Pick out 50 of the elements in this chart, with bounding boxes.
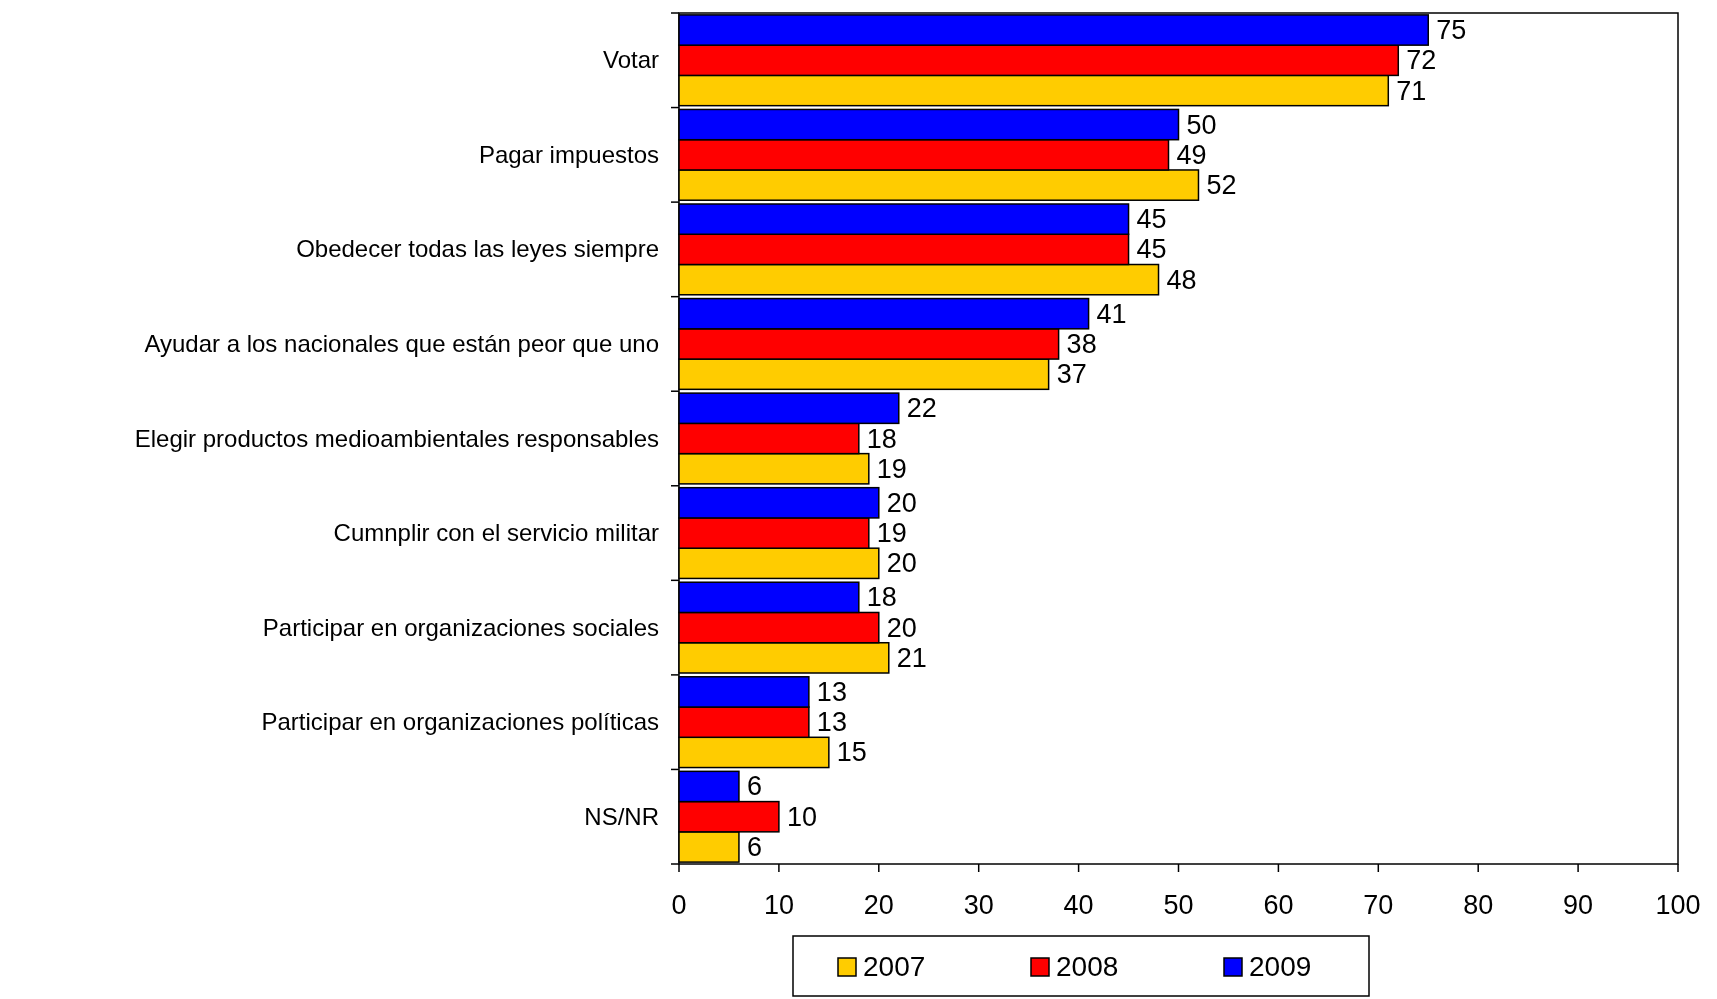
y-tick-label: Ayudar a los nacionales que están peor que uno <box>144 329 659 357</box>
y-tick-label: Obedecer todas las leyes siempre <box>296 235 659 263</box>
data-label: 15 <box>836 737 867 768</box>
data-label: 19 <box>876 518 907 549</box>
data-label: 18 <box>866 582 897 613</box>
x-tick-label: 80 <box>1463 890 1494 920</box>
data-label: 48 <box>1166 264 1197 295</box>
y-tick-label: NS/NR <box>584 802 659 830</box>
y-tick-label: Participar en organizaciones políticas <box>261 708 659 736</box>
data-label: 10 <box>786 801 817 832</box>
data-label: 6 <box>746 771 762 802</box>
x-tick-label: 50 <box>1163 890 1194 920</box>
data-label: 20 <box>886 612 917 643</box>
x-tick-label: 40 <box>1063 890 1094 920</box>
data-label: 72 <box>1406 45 1437 76</box>
x-tick-label: 100 <box>1655 890 1701 920</box>
x-tick-label: 10 <box>763 890 794 920</box>
data-label: 45 <box>1136 234 1167 265</box>
x-tick-label: 30 <box>963 890 994 920</box>
data-label: 20 <box>886 548 917 579</box>
data-label: 38 <box>1066 328 1097 359</box>
y-tick-label: Elegir productos medioambientales responsables <box>134 424 659 452</box>
data-label: 6 <box>746 831 762 862</box>
x-tick-label: 20 <box>863 890 894 920</box>
x-tick-label: 70 <box>1363 890 1394 920</box>
data-label: 19 <box>876 453 907 484</box>
data-label: 18 <box>866 423 897 454</box>
data-label: 49 <box>1176 139 1207 170</box>
y-tick-label: Pagar impuestos <box>478 140 659 168</box>
legend-label: 2007 <box>863 951 926 982</box>
x-tick-label: 90 <box>1563 890 1594 920</box>
data-label: 37 <box>1056 359 1087 390</box>
y-tick-label: Votar <box>602 46 659 74</box>
legend-label: 2009 <box>1249 951 1312 982</box>
data-label: 50 <box>1186 109 1217 140</box>
y-tick-label: Cumnplir con el servicio militar <box>333 519 659 547</box>
data-label: 20 <box>886 487 917 518</box>
legend-label: 2008 <box>1056 951 1119 982</box>
data-label: 22 <box>906 393 937 424</box>
y-tick-label: Participar en organizaciones sociales <box>262 613 659 641</box>
x-tick-label: 0 <box>671 890 687 920</box>
data-label: 21 <box>896 642 927 673</box>
data-label: 71 <box>1396 75 1427 106</box>
data-label: 13 <box>816 676 847 707</box>
data-label: 13 <box>816 707 847 738</box>
data-label: 52 <box>1206 170 1237 201</box>
x-tick-label: 60 <box>1263 890 1294 920</box>
data-label: 45 <box>1136 204 1167 235</box>
data-label: 41 <box>1096 298 1127 329</box>
data-label: 75 <box>1436 15 1467 46</box>
